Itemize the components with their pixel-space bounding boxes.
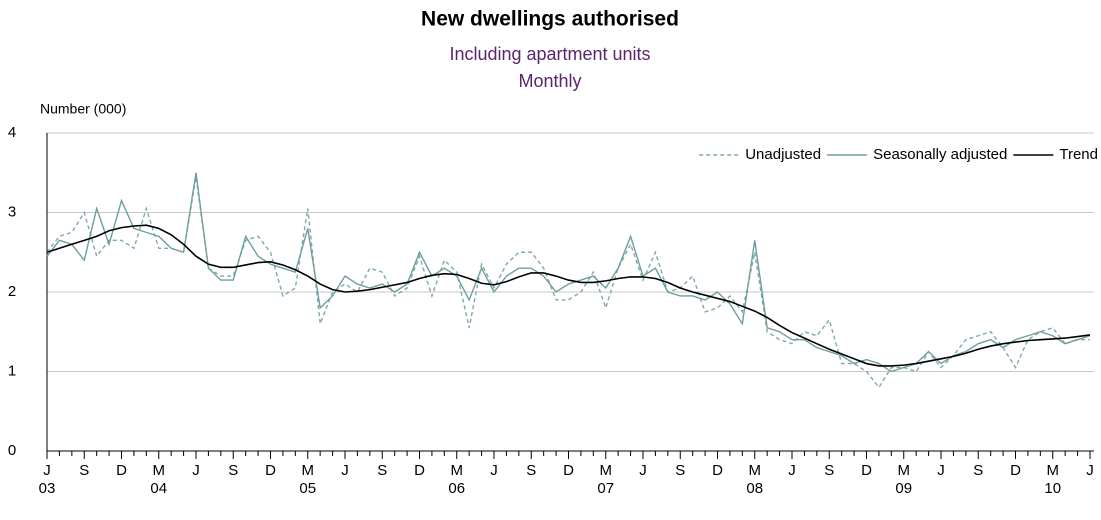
- y-tick-label: 4: [8, 124, 16, 141]
- x-tick-label: D: [563, 462, 574, 479]
- x-tick-label: M: [898, 462, 911, 479]
- x-tick-label: S: [824, 462, 834, 479]
- y-axis-label: Number (000): [40, 101, 126, 117]
- y-tick-label: 0: [8, 442, 16, 459]
- x-tick-label: J: [490, 462, 498, 479]
- line-series: [46, 224, 1091, 367]
- x-tick-label: S: [973, 462, 983, 479]
- line-series: [46, 176, 1090, 389]
- x-tick-label: J: [788, 462, 796, 479]
- x-tick-year: 07: [597, 480, 614, 497]
- x-tick-year: 05: [299, 480, 316, 497]
- x-tick-year: 08: [746, 480, 763, 497]
- x-tick-label: D: [712, 462, 723, 479]
- x-tick-label: M: [451, 462, 464, 479]
- x-tick-label: J: [341, 462, 349, 479]
- x-tick-label: S: [526, 462, 536, 479]
- x-tick-label: J: [937, 462, 945, 479]
- x-tick-year: 04: [150, 480, 167, 497]
- x-tick-label: D: [414, 462, 425, 479]
- x-tick-label: S: [675, 462, 685, 479]
- chart-subtitle: Including apartment units: [449, 44, 650, 64]
- x-tick-label: D: [116, 462, 127, 479]
- x-tick-label: M: [153, 462, 166, 479]
- x-tick-label: D: [1010, 462, 1021, 479]
- x-tick-label: M: [600, 462, 613, 479]
- x-tick-year: 09: [895, 480, 912, 497]
- y-tick-label: 1: [8, 362, 16, 379]
- x-tick-label: D: [265, 462, 276, 479]
- line-series: [46, 172, 1091, 373]
- chart-title: New dwellings authorised: [421, 8, 679, 31]
- x-tick-label: M: [1047, 462, 1060, 479]
- x-tick-year: 10: [1044, 480, 1061, 497]
- x-tick-label: S: [228, 462, 238, 479]
- x-tick-year: 03: [39, 480, 56, 497]
- x-tick-label: M: [302, 462, 315, 479]
- y-tick-label: 2: [8, 283, 16, 300]
- x-tick-label: J: [43, 462, 51, 479]
- legend-label: Trend: [1059, 146, 1098, 163]
- x-tick-label: D: [861, 462, 872, 479]
- x-tick-label: J: [639, 462, 647, 479]
- legend-label: Seasonally adjusted: [873, 146, 1007, 163]
- x-tick-year: 06: [448, 480, 465, 497]
- x-tick-label: M: [749, 462, 762, 479]
- x-tick-label: J: [192, 462, 200, 479]
- x-tick-label: S: [79, 462, 89, 479]
- legend-label: Unadjusted: [745, 146, 821, 163]
- x-tick-label: S: [377, 462, 387, 479]
- y-tick-label: 3: [8, 203, 16, 220]
- x-tick-label: J: [1086, 462, 1094, 479]
- chart-subtitle: Monthly: [518, 71, 581, 91]
